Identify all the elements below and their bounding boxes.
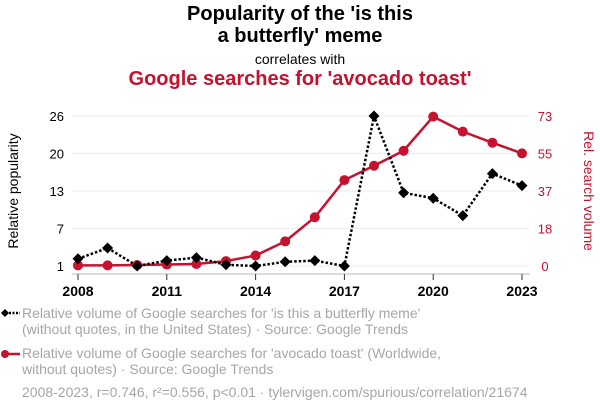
legend-item-butterfly-line2: (without quotes, in the United States) ·… [22, 321, 408, 337]
y-axis-label-left: Relative popularity [5, 133, 21, 248]
point-avocado [250, 250, 261, 261]
point-butterfly [250, 260, 262, 272]
series-markers [72, 110, 528, 272]
x-tick-label: 2008 [62, 283, 93, 299]
point-butterfly [427, 192, 439, 204]
y-axis-label-right: Rel. search volume [581, 131, 597, 251]
y-tick-label-right: 0 [541, 259, 548, 274]
point-butterfly [398, 187, 410, 199]
y-tick-label-left: 20 [50, 147, 64, 162]
legend-item-butterfly-line1: Relative volume of Google searches for '… [22, 305, 421, 321]
point-avocado [309, 212, 320, 223]
point-butterfly [190, 252, 202, 264]
legend-symbol-butterfly [1, 309, 20, 317]
point-butterfly [486, 168, 498, 180]
x-tick-label: 2023 [506, 283, 537, 299]
point-butterfly [309, 255, 321, 267]
circle-icon [1, 350, 9, 358]
title-line-2: a butterfly' meme [217, 25, 383, 47]
legend-item-avocado: Relative volume of Google searches for '… [22, 345, 582, 377]
point-avocado [457, 126, 468, 137]
title-line-1: Popularity of the 'is this [187, 3, 413, 25]
point-butterfly [279, 256, 291, 268]
point-avocado [517, 148, 527, 159]
y-tick-label-right: 55 [538, 147, 552, 162]
y-tick-label-right: 73 [538, 109, 552, 124]
point-avocado [191, 258, 202, 269]
x-tick-label: 2020 [418, 283, 449, 299]
legend-symbol-avocado [1, 350, 20, 358]
legend-item-avocado-line2: without quotes) · Source: Google Trends [22, 361, 274, 377]
point-avocado [102, 260, 113, 271]
point-avocado [369, 160, 379, 171]
point-butterfly [72, 253, 84, 265]
point-butterfly [338, 260, 350, 272]
point-avocado [280, 236, 291, 247]
point-butterfly [161, 255, 173, 267]
legend-item-butterfly: Relative volume of Google searches for '… [22, 305, 582, 337]
point-butterfly [102, 242, 114, 254]
point-avocado [398, 145, 409, 156]
series-line-avocado [78, 115, 523, 267]
point-butterfly [368, 110, 380, 122]
footer-stats: 2008-2023, r=0.746, r²=0.556, p<0.01 · t… [22, 384, 528, 400]
point-butterfly [457, 210, 469, 222]
x-tick-label: 2014 [240, 283, 271, 299]
y-tick-label-right: 37 [538, 184, 552, 199]
y-tick-label-left: 7 [57, 222, 64, 237]
x-tick-label: 2011 [152, 283, 183, 299]
chart-subtitle: correlates with [254, 51, 346, 67]
y-tick-label-left: 26 [50, 109, 64, 124]
legend-item-avocado-line1: Relative volume of Google searches for '… [22, 345, 442, 361]
diamond-icon [1, 309, 9, 317]
y-tick-label-right: 18 [538, 222, 552, 237]
point-avocado [339, 175, 350, 186]
y-tick-label-left: 1 [57, 259, 64, 274]
legend-symbols [1, 309, 20, 358]
gridlines [72, 115, 530, 267]
y-tick-label-left: 13 [50, 184, 64, 199]
chart-title-secondary: Google searches for 'avocado toast' [128, 68, 472, 90]
axes: 1 7 13 20 26 0 18 37 55 73 2008 2011 2014 2017 2020 202… [50, 109, 553, 299]
point-avocado [487, 137, 498, 148]
chart-title: Popularity of the 'is this a butterfly' … [0, 3, 600, 47]
point-avocado [73, 260, 83, 271]
x-tick-label: 2017 [329, 283, 360, 299]
series-lines [77, 111, 523, 268]
point-butterfly [516, 180, 528, 192]
point-avocado [428, 111, 439, 122]
series-line-butterfly [77, 111, 523, 268]
point-butterfly [220, 259, 232, 271]
point-butterfly [131, 260, 143, 272]
